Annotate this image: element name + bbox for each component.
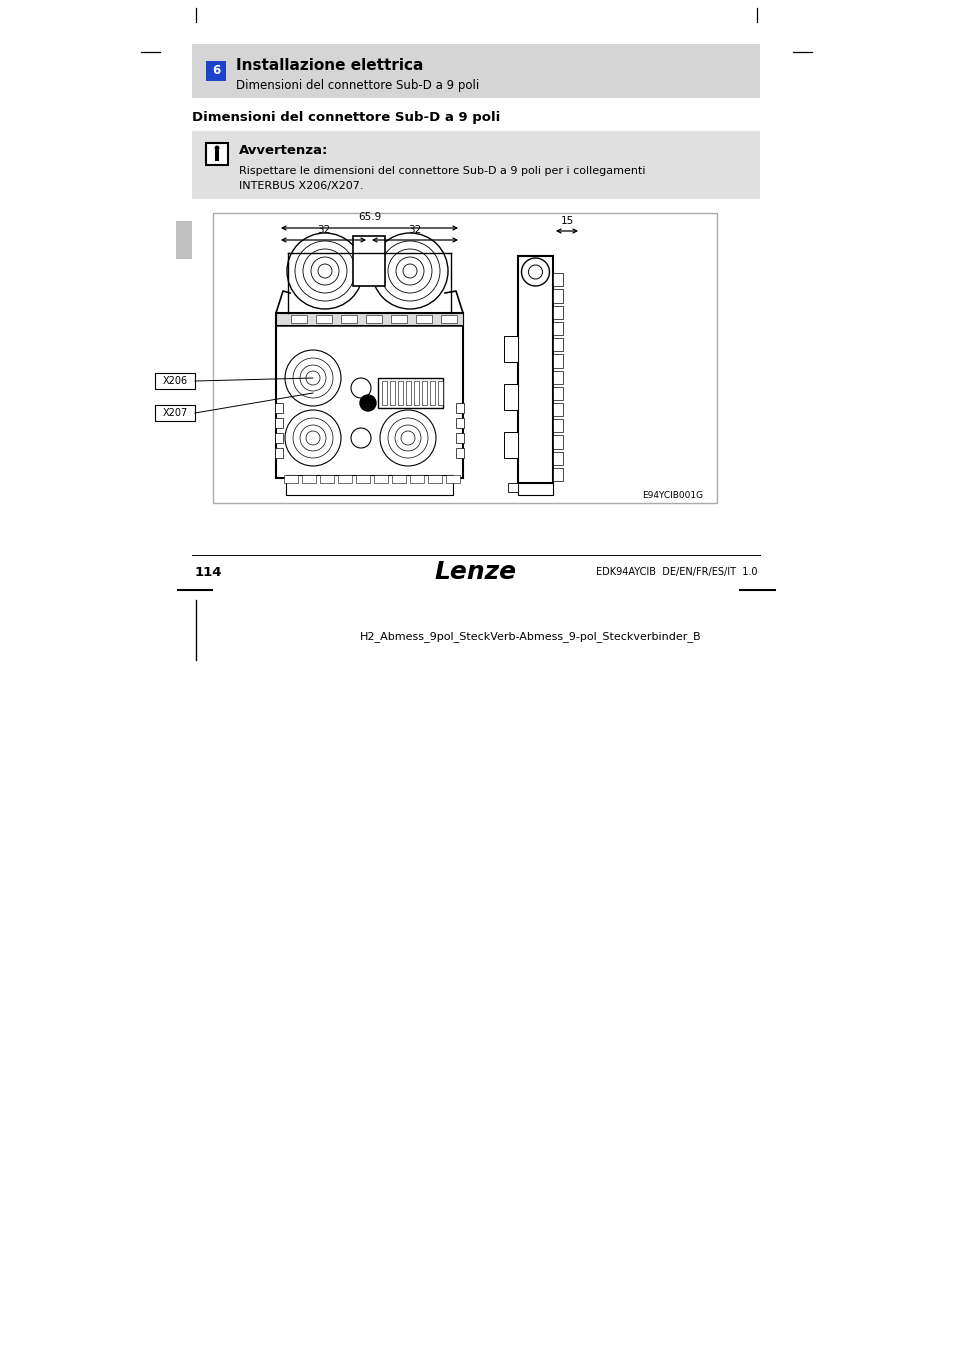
- Bar: [414, 381, 418, 405]
- Circle shape: [521, 258, 549, 286]
- Bar: [192, 131, 760, 198]
- Circle shape: [528, 265, 542, 279]
- Bar: [553, 468, 562, 481]
- Bar: [286, 475, 453, 495]
- Bar: [503, 383, 517, 410]
- Bar: [355, 475, 370, 483]
- Text: Lenze: Lenze: [435, 560, 517, 585]
- Text: 32: 32: [408, 225, 421, 235]
- Bar: [553, 370, 562, 383]
- Bar: [377, 378, 442, 408]
- Bar: [213, 213, 717, 504]
- Bar: [503, 336, 517, 362]
- Bar: [392, 475, 406, 483]
- Bar: [440, 315, 456, 323]
- Text: Dimensioni del connettore Sub-D a 9 poli: Dimensioni del connettore Sub-D a 9 poli: [192, 112, 499, 124]
- Bar: [154, 373, 194, 389]
- Bar: [154, 405, 194, 421]
- Text: 6: 6: [212, 65, 220, 77]
- Bar: [421, 381, 427, 405]
- Bar: [553, 435, 562, 448]
- Bar: [206, 61, 226, 81]
- Text: E94YCIB001G: E94YCIB001G: [641, 491, 702, 501]
- Bar: [366, 315, 381, 323]
- Text: INTERBUS X206/X207.: INTERBUS X206/X207.: [239, 181, 363, 190]
- Text: H2_Abmess_9pol_SteckVerb-Abmess_9-pol_Steckverbinder_B: H2_Abmess_9pol_SteckVerb-Abmess_9-pol_St…: [359, 632, 700, 643]
- Text: 65.9: 65.9: [357, 212, 381, 221]
- Text: Installazione elettrica: Installazione elettrica: [235, 58, 423, 73]
- Bar: [428, 475, 441, 483]
- Text: Dimensioni del connettore Sub-D a 9 poli: Dimensioni del connettore Sub-D a 9 poli: [235, 80, 478, 93]
- Bar: [553, 338, 562, 351]
- Bar: [391, 315, 407, 323]
- Bar: [302, 475, 315, 483]
- Bar: [553, 386, 562, 400]
- Bar: [275, 313, 462, 325]
- Text: 32: 32: [316, 225, 330, 235]
- Text: Rispettare le dimensioni del connettore Sub-D a 9 poli per i collegamenti: Rispettare le dimensioni del connettore …: [239, 166, 645, 176]
- Text: EDK94AYCIB  DE/EN/FR/ES/IT  1.0: EDK94AYCIB DE/EN/FR/ES/IT 1.0: [596, 567, 758, 576]
- Bar: [456, 448, 463, 458]
- Bar: [274, 404, 283, 413]
- Bar: [446, 475, 459, 483]
- Bar: [192, 45, 760, 99]
- Bar: [390, 381, 395, 405]
- Bar: [319, 475, 334, 483]
- Bar: [456, 433, 463, 443]
- Bar: [340, 315, 356, 323]
- Bar: [553, 451, 562, 464]
- Bar: [291, 315, 307, 323]
- Bar: [456, 404, 463, 413]
- Bar: [274, 418, 283, 428]
- Text: X206: X206: [162, 377, 188, 386]
- Bar: [275, 313, 462, 478]
- Bar: [430, 381, 435, 405]
- Bar: [553, 273, 562, 286]
- Bar: [337, 475, 352, 483]
- Bar: [507, 483, 517, 491]
- Bar: [553, 402, 562, 416]
- Bar: [553, 354, 562, 367]
- Bar: [553, 305, 562, 319]
- Bar: [374, 475, 388, 483]
- Bar: [553, 289, 562, 302]
- Circle shape: [359, 396, 375, 410]
- Bar: [274, 448, 283, 458]
- Bar: [456, 418, 463, 428]
- Bar: [503, 432, 517, 458]
- Bar: [214, 150, 219, 161]
- Text: X207: X207: [162, 408, 188, 418]
- Bar: [175, 221, 192, 259]
- Bar: [353, 236, 385, 286]
- Bar: [274, 433, 283, 443]
- Bar: [437, 381, 442, 405]
- Bar: [381, 381, 387, 405]
- Bar: [517, 256, 553, 483]
- Bar: [315, 315, 332, 323]
- Bar: [416, 315, 432, 323]
- Text: 114: 114: [194, 566, 222, 579]
- Bar: [410, 475, 423, 483]
- Bar: [284, 475, 297, 483]
- Bar: [406, 381, 411, 405]
- Circle shape: [214, 146, 219, 150]
- Bar: [553, 418, 562, 432]
- Text: 15: 15: [559, 216, 573, 225]
- Bar: [517, 483, 553, 495]
- Text: Avvertenza:: Avvertenza:: [239, 144, 328, 158]
- Bar: [553, 321, 562, 335]
- Bar: [397, 381, 402, 405]
- Bar: [206, 143, 228, 165]
